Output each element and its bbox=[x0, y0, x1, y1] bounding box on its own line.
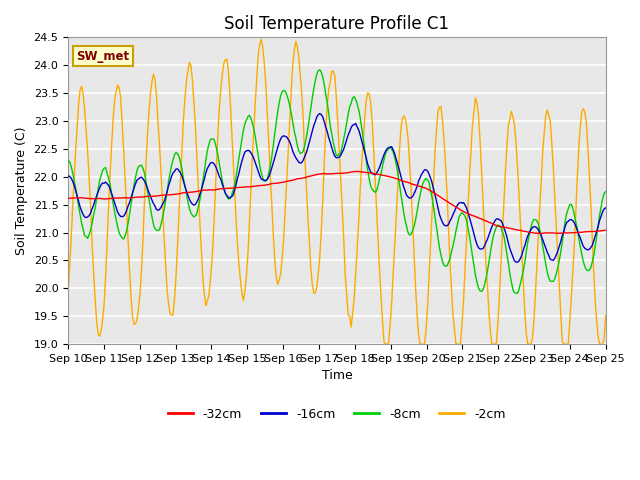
Legend: -32cm, -16cm, -8cm, -2cm: -32cm, -16cm, -8cm, -2cm bbox=[163, 403, 511, 426]
Y-axis label: Soil Temperature (C): Soil Temperature (C) bbox=[15, 126, 28, 255]
Text: SW_met: SW_met bbox=[76, 49, 129, 62]
X-axis label: Time: Time bbox=[321, 370, 352, 383]
Title: Soil Temperature Profile C1: Soil Temperature Profile C1 bbox=[225, 15, 449, 33]
